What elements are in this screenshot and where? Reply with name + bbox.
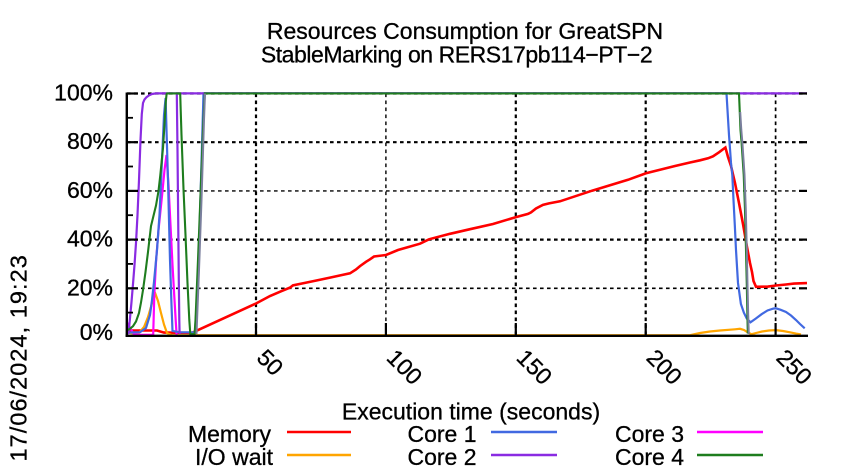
svg-text:80%: 80% bbox=[67, 128, 113, 154]
svg-text:Core 3: Core 3 bbox=[615, 421, 684, 447]
svg-text:Resources Consumption for Grea: Resources Consumption for GreatSPN bbox=[267, 18, 663, 44]
svg-text:150: 150 bbox=[512, 344, 558, 390]
svg-text:200: 200 bbox=[642, 344, 688, 390]
svg-text:0%: 0% bbox=[80, 319, 113, 345]
svg-text:60%: 60% bbox=[67, 177, 113, 203]
svg-text:I/O wait: I/O wait bbox=[195, 444, 274, 470]
svg-text:100: 100 bbox=[382, 344, 428, 390]
svg-text:StableMarking on RERS17pb114−P: StableMarking on RERS17pb114−PT−2 bbox=[261, 42, 652, 68]
svg-text:Core 4: Core 4 bbox=[615, 444, 684, 470]
svg-text:Execution time (seconds): Execution time (seconds) bbox=[342, 399, 600, 425]
svg-text:100%: 100% bbox=[54, 80, 113, 106]
svg-text:17/06/2024, 19:23: 17/06/2024, 19:23 bbox=[6, 254, 32, 461]
svg-text:40%: 40% bbox=[67, 226, 113, 252]
svg-text:Memory: Memory bbox=[188, 421, 272, 447]
svg-text:250: 250 bbox=[772, 344, 818, 390]
svg-text:50: 50 bbox=[252, 344, 288, 380]
svg-text:Core 1: Core 1 bbox=[407, 421, 476, 447]
svg-text:20%: 20% bbox=[67, 274, 113, 300]
svg-text:Core 2: Core 2 bbox=[407, 444, 476, 470]
